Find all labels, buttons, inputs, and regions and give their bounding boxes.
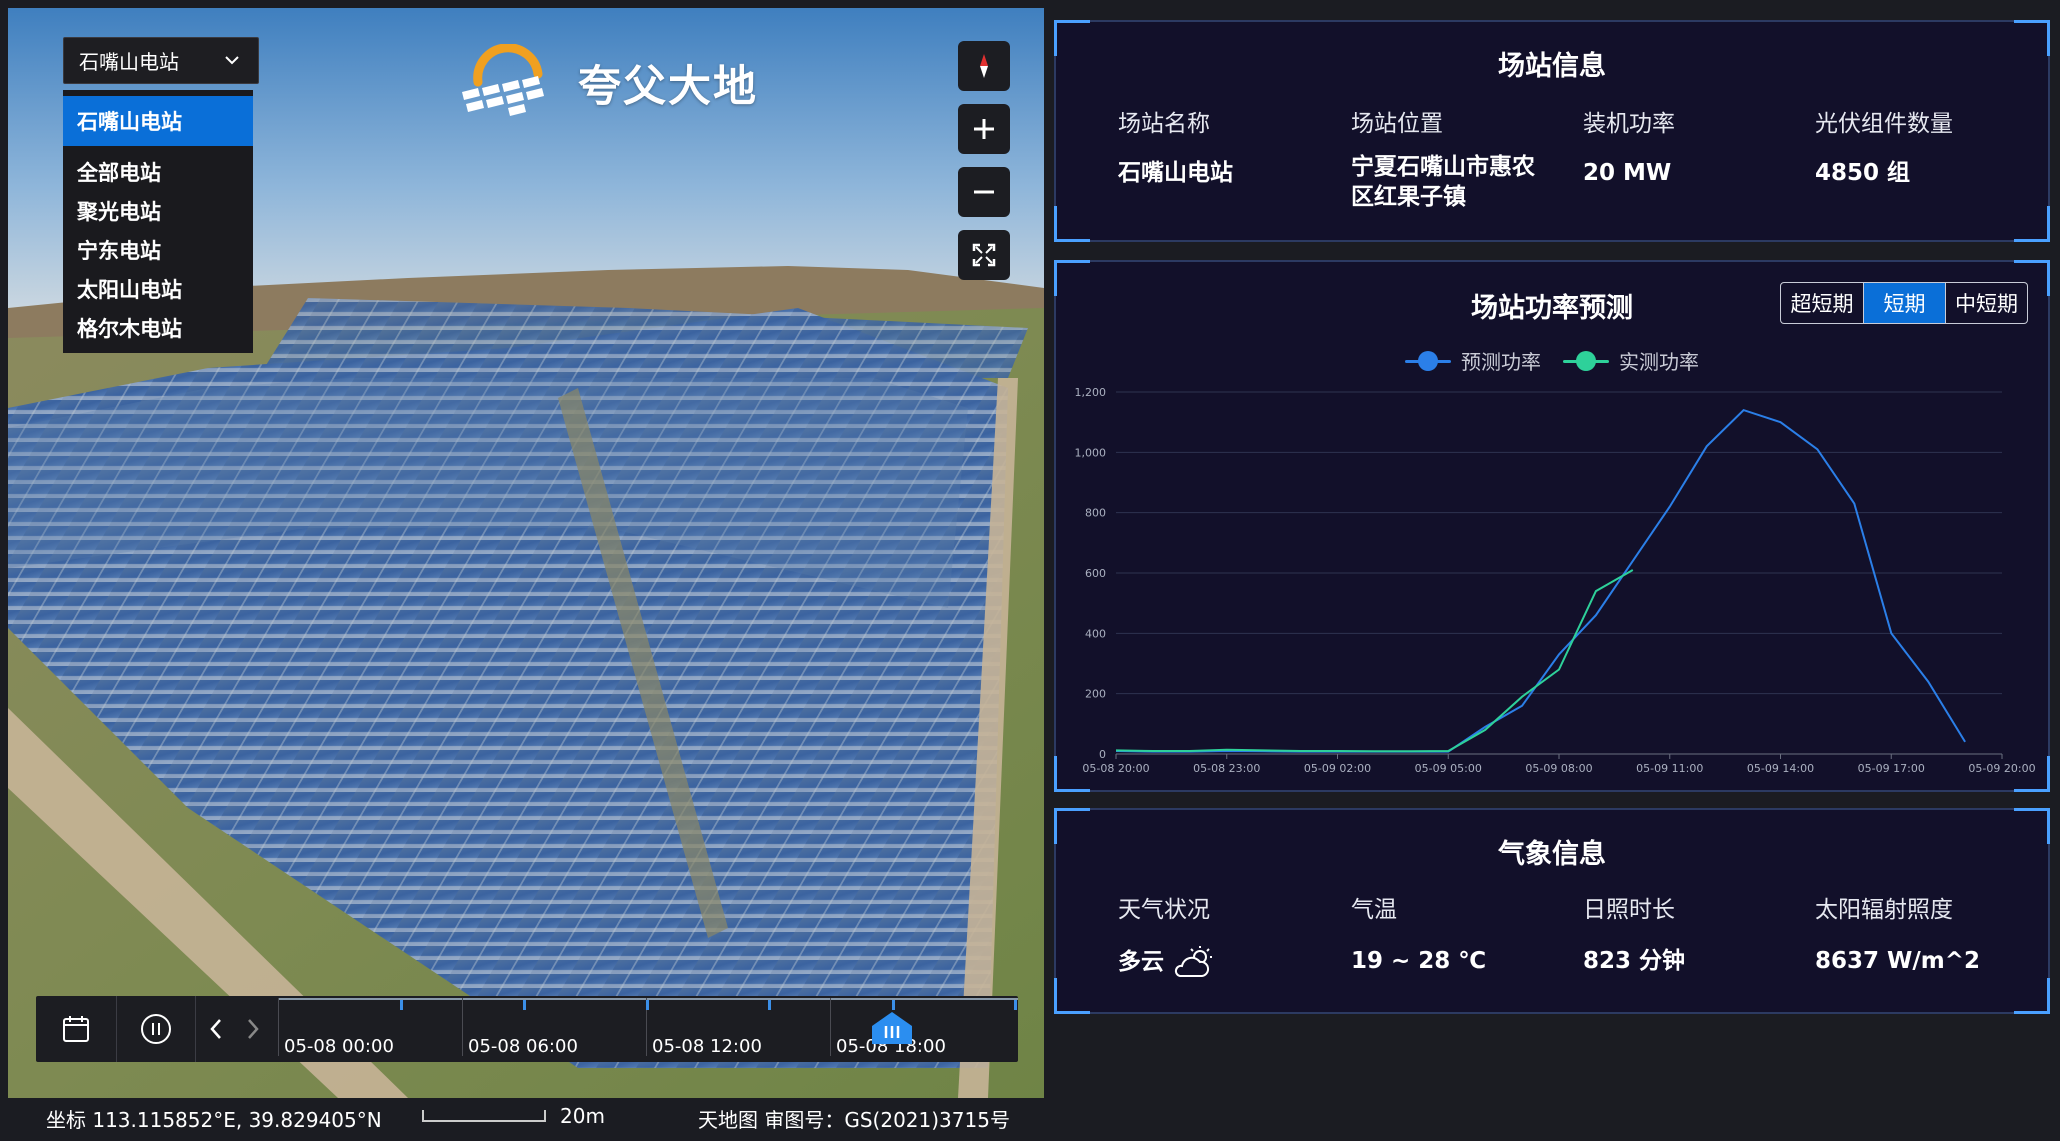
panel-title: 气象信息 xyxy=(1498,839,1606,870)
x-tick-label: 05-09 14:00 xyxy=(1747,762,1814,775)
brand-name: 夸父大地 xyxy=(578,62,758,112)
x-tick-label: 05-09 05:00 xyxy=(1415,762,1482,775)
field-label: 日照时长 xyxy=(1583,897,1675,923)
timeline-track[interactable]: 05-08 00:00 05-08 06:00 05-08 12:00 05-0… xyxy=(278,998,1018,1062)
calendar-button[interactable] xyxy=(36,996,116,1062)
timeline-label: 05-08 12:00 xyxy=(652,1036,762,1057)
map-status-bar: 坐标 113.115852°E, 39.829405°N 20m 天地图 审图号… xyxy=(0,1098,1052,1134)
y-tick-label: 0 xyxy=(1099,748,1106,761)
x-tick-label: 05-09 20:00 xyxy=(1968,762,2035,775)
station-select-value: 石嘴山电站 xyxy=(79,50,179,74)
station-option-geermu[interactable]: 格尔木电站 xyxy=(77,316,182,341)
timeline-label: 05-08 18:00 xyxy=(836,1036,946,1057)
panel-title: 场站信息 xyxy=(1498,51,1606,82)
temperature-value: 19 ~ 28 ℃ xyxy=(1351,948,1487,974)
x-tick-label: 05-09 02:00 xyxy=(1304,762,1371,775)
legend-item-measured[interactable]: 实测功率 xyxy=(1563,346,1699,375)
station-info-panel: 场站信息 场站名称 石嘴山电站 场站位置 宁夏石嘴山市惠农区红果子镇 装机功率 … xyxy=(1054,20,2050,242)
compass-button[interactable] xyxy=(958,41,1010,91)
x-tick-label: 05-09 17:00 xyxy=(1858,762,1925,775)
installed-power-value: 20 MW xyxy=(1583,160,1672,186)
field-label: 气温 xyxy=(1351,897,1397,923)
timeline-label: 05-08 00:00 xyxy=(284,1036,394,1057)
station-option-all[interactable]: 全部电站 xyxy=(77,160,161,185)
scale-bar xyxy=(422,1110,546,1122)
next-icon xyxy=(248,1019,259,1039)
y-tick-label: 1,000 xyxy=(1075,446,1107,459)
station-option-juguang[interactable]: 聚光电站 xyxy=(77,199,161,224)
legend-item-forecast[interactable]: 预测功率 xyxy=(1405,346,1541,375)
panel-title: 场站功率预测 xyxy=(1471,293,1633,324)
x-tick-label: 05-08 20:00 xyxy=(1082,762,1149,775)
power-forecast-chart: 0 200 400 600 800 1,000 1,200 05-08 20:00 05-08 … xyxy=(1075,386,2036,775)
chart-legend: 预测功率 实测功率 xyxy=(1056,346,2048,375)
field-label: 场站名称 xyxy=(1118,111,1210,137)
map-view[interactable]: 石嘴山电站 石嘴山电站 全部电站 聚光电站 宁东电站 太阳山电站 格尔木电站 xyxy=(8,8,1044,1098)
zoom-out-icon xyxy=(974,190,994,194)
pause-button[interactable] xyxy=(117,996,195,1062)
zoom-in-icon xyxy=(974,119,994,139)
prev-icon xyxy=(210,1019,221,1039)
chevron-down-icon xyxy=(225,56,239,65)
weather-condition: 多云 xyxy=(1118,944,1216,980)
fullscreen-icon xyxy=(972,243,996,267)
pause-icon xyxy=(141,1014,171,1044)
legend-label: 实测功率 xyxy=(1619,350,1699,374)
legend-swatch-icon xyxy=(1563,350,1609,371)
x-tick-label: 05-08 23:00 xyxy=(1193,762,1260,775)
y-tick-label: 800 xyxy=(1085,507,1106,520)
y-tick-label: 600 xyxy=(1085,567,1106,580)
calendar-icon xyxy=(63,1016,89,1042)
station-select[interactable]: 石嘴山电站 xyxy=(63,37,259,84)
coordinates-readout: 坐标 113.115852°E, 39.829405°N xyxy=(46,1108,382,1132)
scale-label: 20m xyxy=(560,1104,605,1128)
tab-short-term[interactable]: 短期 xyxy=(1863,283,1945,323)
forecast-period-tabs: 超短期 短期 中短期 xyxy=(1780,282,2028,324)
y-tick-label: 400 xyxy=(1085,627,1106,640)
timeline-handle-icon[interactable] xyxy=(870,1012,914,1046)
partly-cloudy-icon xyxy=(1174,946,1212,977)
timeline-player: 05-08 00:00 05-08 06:00 05-08 12:00 05-0… xyxy=(36,996,1018,1062)
pv-module-count-value: 4850 组 xyxy=(1815,160,1911,186)
weather-info-panel: 气象信息 天气状况 多云 气温 19 ~ 28 ℃ 日照时长 823 分钟 太阳… xyxy=(1054,808,2050,1014)
y-tick-label: 1,200 xyxy=(1075,386,1107,399)
forecast-power-line xyxy=(1115,408,1966,753)
field-label: 天气状况 xyxy=(1118,897,1210,923)
next-button[interactable] xyxy=(236,996,270,1062)
fullscreen-button[interactable] xyxy=(958,230,1010,280)
map-attribution: 天地图 审图号：GS(2021)3715号 xyxy=(698,1108,1010,1132)
y-tick-label: 200 xyxy=(1085,688,1106,701)
weather-condition-value: 多云 xyxy=(1118,949,1164,975)
x-tick-label: 05-09 08:00 xyxy=(1525,762,1592,775)
field-label: 场站位置 xyxy=(1351,111,1443,137)
field-label: 太阳辐射照度 xyxy=(1815,897,1953,923)
solar-irradiance-value: 8637 W/m^2 xyxy=(1815,948,1981,974)
x-tick-label: 05-09 11:00 xyxy=(1636,762,1703,775)
field-label: 光伏组件数量 xyxy=(1815,111,1953,137)
compass-icon xyxy=(980,54,988,78)
legend-label: 预测功率 xyxy=(1461,350,1541,374)
sun-panel-logo-icon xyxy=(462,44,544,116)
station-option-ningdong[interactable]: 宁东电站 xyxy=(77,238,161,263)
prev-button[interactable] xyxy=(199,996,233,1062)
station-location-value: 宁夏石嘴山市惠农区红果子镇 xyxy=(1351,154,1535,210)
station-name-value: 石嘴山电站 xyxy=(1118,160,1233,186)
zoom-out-button[interactable] xyxy=(958,167,1010,217)
field-label: 装机功率 xyxy=(1583,111,1675,137)
sunshine-duration-value: 823 分钟 xyxy=(1583,948,1686,974)
tab-ultra-short-term[interactable]: 超短期 xyxy=(1781,283,1863,323)
power-forecast-panel: 0 200 400 600 800 1,000 1,200 05-08 20:00 05-08 … xyxy=(1054,260,2050,792)
station-dropdown-menu: 石嘴山电站 全部电站 聚光电站 宁东电站 太阳山电站 格尔木电站 xyxy=(63,90,253,353)
legend-swatch-icon xyxy=(1405,350,1451,371)
measured-power-line xyxy=(1115,569,1634,753)
tab-medium-short-term[interactable]: 中短期 xyxy=(1945,283,2027,323)
brand: 夸父大地 xyxy=(456,44,758,122)
timeline-label: 05-08 06:00 xyxy=(468,1036,578,1057)
station-option-shizuishan[interactable]: 石嘴山电站 xyxy=(63,96,253,146)
zoom-in-button[interactable] xyxy=(958,104,1010,154)
station-option-taiyangshan[interactable]: 太阳山电站 xyxy=(77,277,182,302)
